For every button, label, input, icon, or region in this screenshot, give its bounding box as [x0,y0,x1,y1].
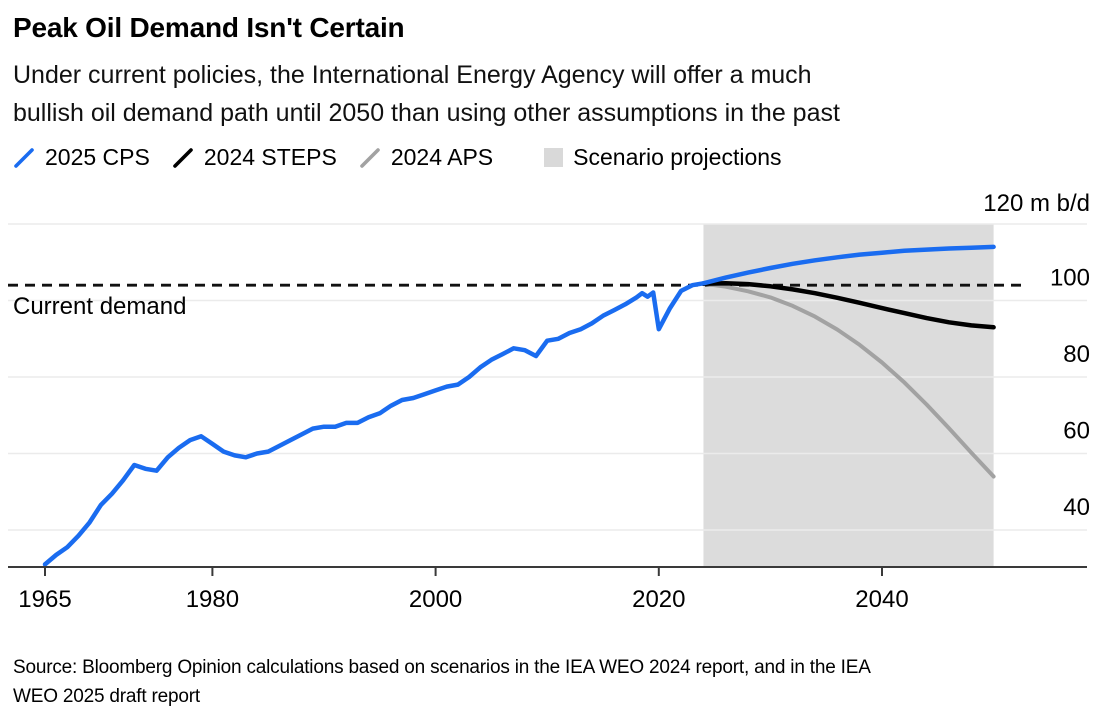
legend: 2025 CPS 2024 STEPS 2024 APS Scenario pr… [12,144,782,171]
x-tick-label: 2040 [855,586,908,613]
legend-label: Scenario projections [573,144,782,170]
chart-title: Peak Oil Demand Isn't Certain [13,12,405,43]
subtitle-line-2: bullish oil demand path until 2050 than … [13,99,840,127]
legend-item-2025-cps: 2025 CPS [12,144,150,171]
legend-label: 2024 APS [390,144,494,170]
scenario-projection-band [703,224,994,567]
y-tick-label: 100 [1050,265,1090,292]
blue-slash-icon [14,147,34,168]
x-tick-label: 2020 [632,586,685,613]
x-tick-label: 2000 [409,586,462,613]
x-tick-label: 1980 [186,586,239,613]
legend-label: 2025 CPS [45,144,150,170]
subtitle-line-1: Under current policies, the Internationa… [13,61,812,89]
chart-subtitle: Under current policies, the Internationa… [13,56,840,132]
y-axis-labels: 100 80 60 40 [1050,265,1090,522]
y-tick-label: 40 [1063,494,1090,521]
source-line-1: Source: Bloomberg Opinion calculations b… [13,657,871,678]
gray-slash-icon [360,147,380,168]
legend-item-2024-steps: 2024 STEPS [171,144,337,171]
x-axis-ticks [44,567,883,576]
x-axis-labels: 1965 1980 2000 2020 2040 [18,586,908,613]
source-note: Source: Bloomberg Opinion calculations b… [13,653,871,711]
x-tick-label: 1965 [18,586,71,613]
legend-item-2024-aps: 2024 APS [358,144,493,171]
current-demand-label: Current demand [13,293,186,320]
y-tick-label: 80 [1063,341,1090,368]
series-2025-cps-line [701,244,996,286]
legend-label: 2024 STEPS [203,144,337,170]
source-line-2: WEO 2025 draft report [13,686,200,707]
gridlines [8,223,1087,531]
y-tick-label: 60 [1063,418,1090,445]
gray-swatch-icon [544,147,564,167]
black-slash-icon [173,147,193,168]
series-history-line [42,281,706,567]
y-axis-unit-label: 120 m b/d [983,190,1090,217]
legend-item-scenario-projections: Scenario projections [544,144,782,171]
series-2024-steps-line [701,281,996,330]
series-2024-aps-line [701,281,996,479]
